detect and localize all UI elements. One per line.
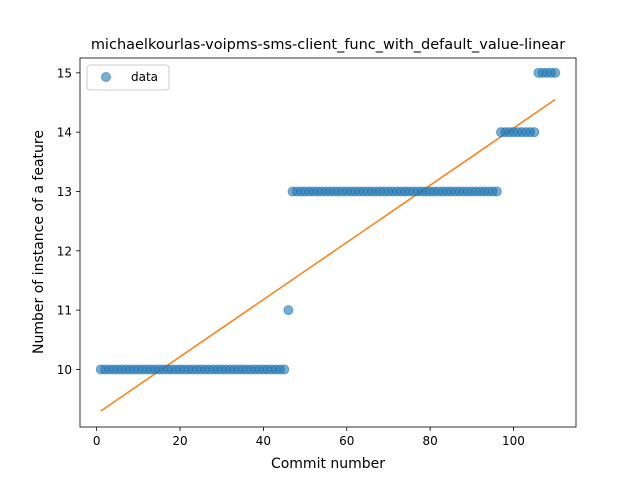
data-point (550, 67, 561, 78)
y-tick-label: 12 (57, 244, 72, 258)
fit-layer (100, 98, 556, 412)
y-tick-label: 11 (57, 304, 72, 318)
x-axis-ticks: 0 20 40 60 80 100 (93, 427, 525, 448)
data-point (491, 186, 502, 197)
data-point (529, 127, 540, 138)
x-tick-label: 80 (422, 434, 437, 448)
y-tick-label: 15 (57, 66, 72, 80)
x-tick-label: 40 (256, 434, 271, 448)
y-tick-label: 14 (57, 126, 72, 140)
y-tick-label: 10 (57, 363, 72, 377)
legend-marker-data (101, 72, 111, 82)
legend-box (86, 64, 170, 91)
x-tick-label: 20 (172, 434, 187, 448)
x-tick-label: 0 (93, 434, 101, 448)
data-points (95, 67, 561, 375)
data-point (283, 305, 294, 316)
data-point (279, 364, 290, 375)
y-axis-ticks: 10 11 12 13 14 15 (57, 66, 80, 377)
x-tick-label: 60 (339, 434, 354, 448)
legend-label-data: data (131, 70, 158, 84)
x-axis-label: Commit number (271, 456, 385, 472)
chart-title: michaelkourlas-voipms-sms-client_func_wi… (91, 37, 565, 53)
y-tick-label: 13 (57, 185, 72, 199)
legend: data (86, 64, 170, 91)
y-axis-label: Number of instance of a feature (31, 130, 47, 354)
x-tick-label: 100 (502, 434, 525, 448)
fit-line (100, 98, 556, 412)
